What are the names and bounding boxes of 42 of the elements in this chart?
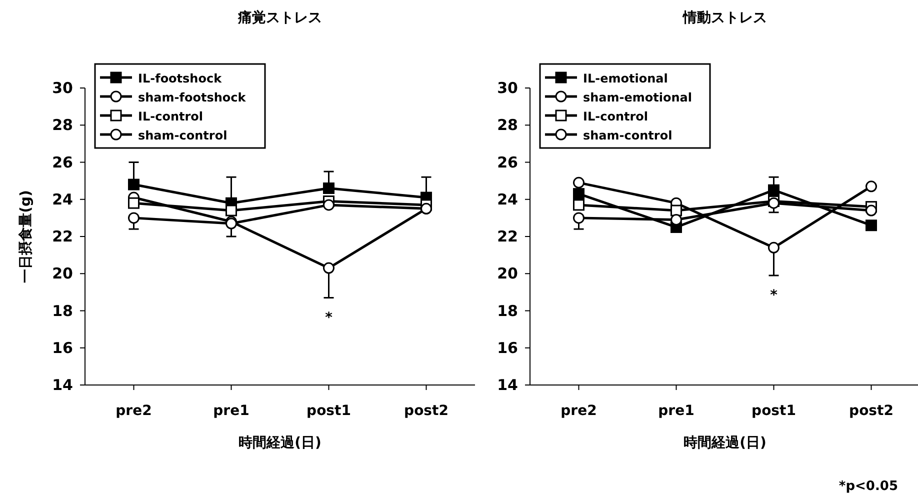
annotation: * (770, 287, 778, 304)
x-tick-label: pre1 (213, 403, 250, 419)
x-tick-label: pre1 (658, 403, 694, 419)
x-axis-title: 時間経過(日) (238, 435, 322, 451)
annotation: * (325, 310, 334, 326)
y-tick-label: 16 (497, 338, 518, 357)
y-tick-label: 26 (497, 153, 518, 172)
y-tick-label: 16 (52, 338, 73, 357)
legend-label: sham-control (583, 128, 672, 142)
legend-label: IL-control (583, 110, 648, 124)
legend-label: sham-emotional (583, 90, 692, 104)
x-tick-label: post2 (404, 403, 448, 419)
y-tick-label: 14 (52, 376, 73, 394)
x-tick-label: post2 (849, 403, 894, 419)
y-tick-label: 30 (497, 79, 518, 97)
y-tick-label: 20 (52, 264, 73, 283)
y-tick-label: 20 (497, 264, 518, 283)
y-tick-label: 22 (497, 228, 518, 246)
y-tick-label: 28 (497, 116, 518, 134)
legend-label: IL-emotional (583, 72, 668, 86)
y-tick-label: 18 (52, 302, 73, 320)
chart-title: 痛覚ストレス (237, 9, 322, 26)
text: *p<0.05 (838, 479, 898, 494)
x-tick-label: pre2 (116, 403, 152, 419)
y-tick-label: 24 (52, 190, 73, 208)
legend-label: IL-footshock (138, 72, 223, 86)
y-tick-label: 14 (497, 376, 518, 394)
y-tick-label: 22 (52, 228, 73, 246)
y-axis-title: 一日摂食量(g) (18, 190, 34, 283)
y-tick-label: 30 (52, 79, 73, 97)
chart-title: 情動ストレス (682, 10, 767, 26)
x-tick-label: post1 (306, 403, 351, 419)
legend-label: sham-control (138, 128, 228, 142)
y-tick-label: 28 (52, 116, 73, 134)
legend-label: sham-footshock (138, 90, 247, 104)
legend-label: IL-control (138, 110, 204, 124)
y-tick-label: 26 (52, 153, 73, 172)
x-axis-title: 時間経過(日) (684, 435, 766, 451)
y-tick-label: 24 (497, 190, 518, 208)
x-tick-label: post1 (752, 403, 796, 419)
y-tick-label: 18 (497, 302, 518, 320)
x-tick-label: pre2 (560, 403, 597, 419)
